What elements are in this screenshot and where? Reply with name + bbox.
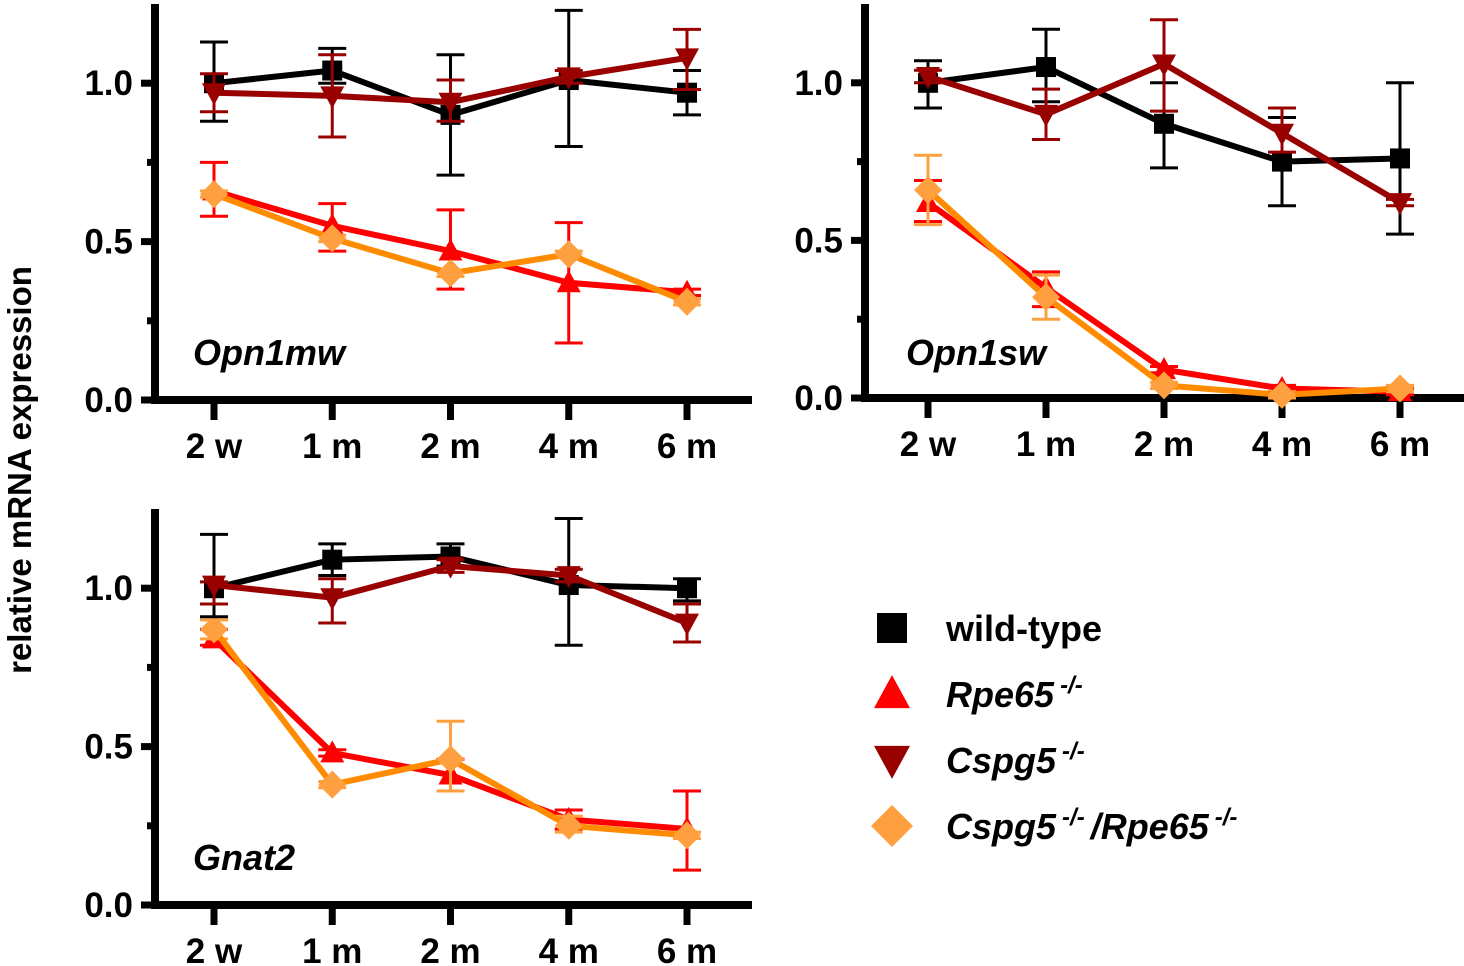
panel-opn1mw: 0.0 0.5 1.0 2 w 1 m 2 m 4 m 6 m Opn1mw (84, 4, 752, 466)
y-tick-label: 0.0 (84, 886, 133, 925)
y-tick-label: 1.0 (84, 64, 133, 103)
data-point (1152, 357, 1176, 380)
panel-gnat2: 0.0 0.5 1.0 2 w 1 m 2 m 4 m 6 m Gnat2 (84, 509, 752, 966)
y-axis-label: relative mRNA expression (1, 266, 38, 674)
data-point (200, 615, 228, 644)
x-tick-label: 2 w (900, 425, 957, 464)
data-point (1032, 283, 1060, 312)
x-tick-label: 2 w (186, 427, 243, 466)
x-tick-label: 2 m (1134, 425, 1194, 464)
data-point (1270, 123, 1294, 146)
data-point (675, 48, 699, 71)
legend-marker-square (877, 613, 907, 643)
data-point (673, 287, 701, 316)
data-point (556, 566, 581, 589)
y-tick-label: 1.0 (794, 64, 843, 103)
data-point (916, 67, 940, 90)
series-cspg5-rpe65 (200, 615, 701, 850)
series-cspg5 (200, 27, 701, 139)
y-tick-label: 1.0 (84, 569, 133, 608)
y-tick-label: 0.5 (84, 223, 133, 262)
data-point (556, 270, 581, 293)
data-point (320, 213, 345, 236)
data-point (202, 575, 226, 598)
x-tick-label: 6 m (657, 932, 717, 966)
data-point (320, 86, 345, 109)
x-tick-label: 4 m (1252, 425, 1312, 464)
legend-marker-triangle-down (874, 745, 910, 779)
x-tick-label: 1 m (1016, 425, 1076, 464)
legend-marker-diamond (871, 805, 913, 847)
legend-marker-triangle-up (874, 675, 910, 709)
x-tick-label: 4 m (539, 427, 599, 466)
data-point (438, 92, 463, 115)
x-tick-label: 6 m (657, 427, 717, 466)
data-point (322, 549, 343, 570)
x-tick-label: 2 m (420, 427, 480, 466)
data-point (1390, 148, 1410, 169)
data-point (436, 745, 465, 774)
data-point (677, 82, 697, 103)
data-point (675, 613, 699, 636)
x-tick-label: 2 m (420, 932, 480, 966)
y-tick-label: 0.5 (794, 221, 843, 260)
data-point (1036, 57, 1056, 78)
legend: wild-type Rpe65 -/- Cspg5 -/- Cspg5 -/-/Rpe65-… (871, 608, 1237, 847)
data-point (318, 224, 347, 253)
data-point (677, 578, 697, 599)
x-tick-label: 1 m (302, 932, 362, 966)
data-point (1386, 374, 1414, 403)
data-point (914, 175, 942, 204)
series-cspg5 (200, 556, 701, 644)
data-point (320, 588, 345, 611)
data-point (436, 259, 465, 288)
x-tick-label: 2 w (186, 932, 243, 966)
panel-opn1sw: 0.0 0.5 1.0 2 w 1 m 2 m 4 m 6 m Opn1sw (794, 4, 1464, 464)
series-cspg5-rpe65 (914, 153, 1414, 409)
x-tick-label: 4 m (539, 932, 599, 966)
data-point (438, 238, 463, 261)
gene-label: Gnat2 (193, 837, 295, 878)
data-point (1152, 54, 1176, 77)
gene-label: Opn1mw (193, 332, 347, 373)
data-point (1388, 193, 1412, 216)
y-tick-label: 0.0 (84, 381, 133, 420)
series-rpe65 (200, 160, 701, 345)
legend-label: wild-type (945, 608, 1102, 649)
data-point (1150, 371, 1178, 400)
y-tick-label: 0.5 (84, 728, 133, 767)
gene-label: Opn1sw (906, 332, 1048, 373)
legend-item: Cspg5 -/- (874, 738, 1085, 781)
legend-item: Cspg5 -/-/Rpe65 -/- (871, 804, 1237, 847)
data-point (438, 556, 463, 579)
series-cspg5 (914, 18, 1414, 216)
legend-label: Rpe65 -/- (946, 672, 1083, 715)
legend-item: wild-type (877, 608, 1102, 649)
series-cspg5-rpe65 (200, 180, 701, 316)
legend-label: Cspg5 -/-/Rpe65 -/- (946, 804, 1237, 847)
data-point (554, 240, 583, 269)
data-point (1034, 104, 1058, 127)
y-tick-label: 0.0 (794, 379, 843, 418)
data-point (673, 821, 701, 850)
data-point (202, 83, 226, 106)
data-point (1154, 113, 1174, 134)
data-point (200, 180, 228, 209)
data-point (1272, 151, 1292, 172)
data-point (1268, 380, 1296, 409)
data-point (554, 811, 583, 840)
x-tick-label: 6 m (1370, 425, 1430, 464)
series-wild-type (200, 517, 701, 647)
data-point (318, 770, 347, 799)
legend-label: Cspg5 -/- (946, 738, 1085, 781)
x-tick-label: 1 m (302, 427, 362, 466)
data-point (556, 67, 581, 90)
legend-item: Rpe65 -/- (874, 672, 1083, 715)
data-point (320, 740, 345, 763)
